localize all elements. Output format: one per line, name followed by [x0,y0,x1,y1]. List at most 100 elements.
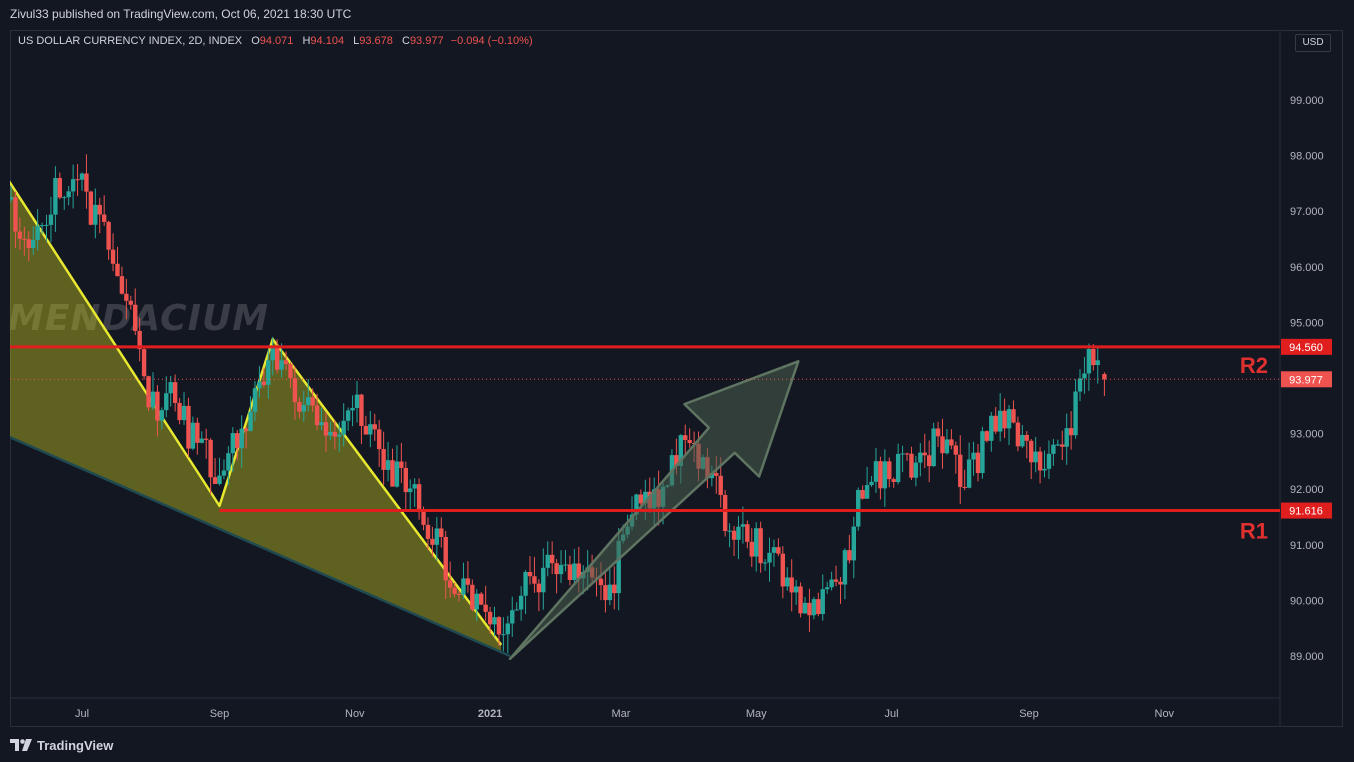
candle-body [1102,374,1107,380]
price-tag-bg-r2 [1281,338,1332,355]
candle-body [1055,444,1061,446]
candle-body [687,440,692,444]
candle-body [390,460,395,487]
y-tick-label: 97.000 [1290,206,1324,218]
candle-body [731,530,737,540]
candle-body [598,578,604,586]
candle-body [430,538,435,545]
candle-body [79,173,85,180]
price-tag-r1: 91.616 [1289,506,1323,518]
candle-body [1029,440,1034,463]
price-tag-r2: 94.560 [1289,342,1323,354]
candle-body [456,594,462,596]
candle-body [1002,410,1007,429]
candle-body [146,376,151,408]
price-tag-bg-r1 [1281,502,1332,519]
candle-body [1006,409,1012,429]
x-tick-label: Mar [611,708,630,720]
candle-body [110,249,116,264]
candle-body [847,550,852,561]
close-value: 93.977 [409,35,444,47]
candle-body [1015,422,1021,447]
candle-body [1042,468,1047,471]
candle-body [1020,434,1025,447]
candle-body [873,461,879,482]
candle-body [762,562,768,564]
low-value: 93.678 [359,35,393,47]
candle-body [4,160,8,200]
level-name-r2: R2 [1240,353,1268,378]
candle-body [842,550,848,585]
candle-body [226,453,231,471]
candle-body [958,454,963,487]
candle-body [292,378,298,403]
y-tick-label: 91.000 [1290,540,1324,552]
candle-body [195,422,200,443]
currency-button[interactable]: USD [1295,34,1331,52]
candle-body [75,179,80,181]
candle-body [545,554,550,568]
candle-body [514,609,519,611]
candle-body [527,571,533,577]
candle-body [1095,360,1100,366]
candle-body [350,407,355,411]
candle-body [909,453,914,478]
candle-body [421,511,426,525]
tradingview-logo-icon [10,739,32,751]
candle-body [501,634,506,636]
candle-body [1046,453,1052,469]
candle-body [279,360,284,370]
candle-body [137,330,142,350]
candle-body [820,589,825,615]
candle-body [718,475,723,495]
candle-body [461,578,466,595]
footer-brand[interactable]: TradingView [10,736,113,754]
candle-body [26,239,31,248]
candle-body [962,486,967,488]
current-price-tag-bg [1281,371,1332,388]
candle-body [62,197,67,199]
candle-body [829,579,834,588]
candle-body [736,526,741,540]
candle-body [155,391,160,421]
candle-body [283,360,289,365]
candle-body [1033,451,1038,463]
candle-body [895,453,901,483]
top-bar: Zivul33 published on TradingView.com, Oc… [0,0,1354,30]
candle-body [554,563,559,575]
y-tick-label: 90.000 [1290,595,1324,607]
candle-body [518,595,524,610]
candle-body [359,394,364,426]
candle-body [878,461,883,489]
candle-body [447,580,453,588]
candle-body [345,410,351,421]
candle-body [1091,348,1096,366]
candle-body [798,586,803,614]
candle-body [203,438,209,440]
candle-body [1024,434,1029,441]
candle-body [376,429,382,450]
candle-body [66,191,71,198]
candle-body [532,576,537,584]
candle-body [918,452,923,463]
y-tick-label: 95.000 [1290,317,1324,329]
x-tick-label: 2021 [478,708,502,720]
candle-body [953,445,959,455]
candle-body [93,204,98,225]
candle-body [771,547,777,553]
candle-body [239,428,244,449]
candle-body [864,485,870,499]
x-tick-label: Nov [1155,708,1175,720]
candle-body [221,470,227,476]
candle-body [128,300,133,305]
candle-body [984,431,990,441]
y-tick-label: 99.000 [1290,95,1324,107]
candle-body [297,402,302,412]
x-tick-label: Sep [1019,708,1039,720]
candle-body [869,481,874,486]
candle-body [39,225,45,227]
candle-body [638,494,644,504]
candle-body [372,424,377,430]
candle-body [980,431,985,474]
